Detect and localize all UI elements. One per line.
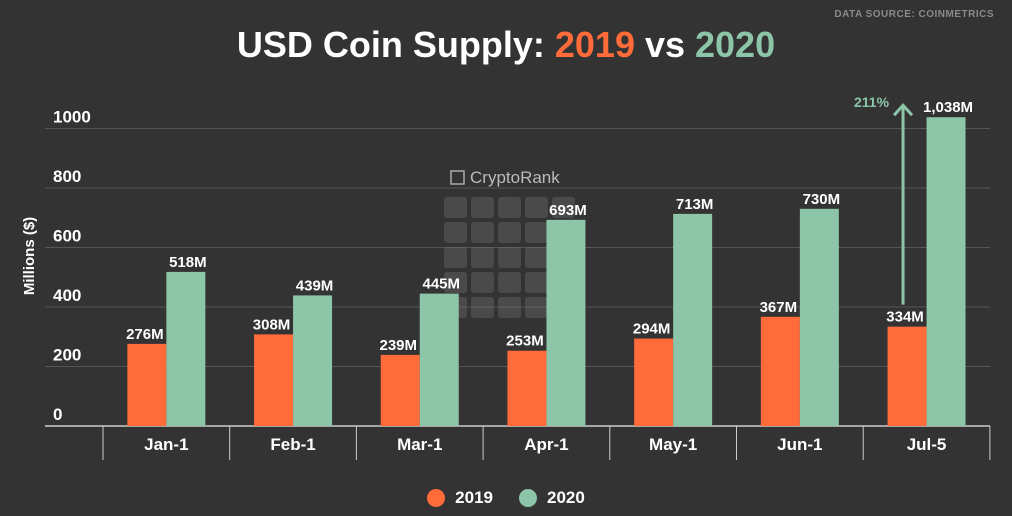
legend-label-2020: 2020	[547, 488, 585, 507]
bar-chart: 0 200 400 600 800 1000 Millions ($) CryptoRank J…	[21, 94, 991, 460]
bar-2019-mar-1	[380, 354, 420, 426]
data-label-2019: 276M	[126, 326, 164, 343]
watermark-small-icon	[450, 170, 465, 185]
y-tick-label: 0	[53, 405, 62, 424]
bar-2020-may-1	[673, 213, 713, 426]
bar-2020-apr-1	[546, 219, 586, 426]
legend-swatch-2019	[427, 489, 446, 507]
data-label-2020: 1,038M	[923, 99, 973, 116]
y-tick-label: 600	[53, 227, 81, 246]
bar-2019-apr-1	[507, 350, 547, 426]
bar-2019-jun-1	[760, 316, 800, 426]
y-axis-label: Millions ($)	[21, 217, 38, 295]
data-label-2020: 518M	[169, 254, 207, 271]
x-tick-label: May-1	[649, 435, 697, 454]
bar-2020-jul-5	[926, 117, 966, 426]
data-source-label: DATA SOURCE: COINMETRICS	[834, 9, 994, 20]
data-label-2020: 693M	[549, 202, 587, 219]
x-tick-label: Apr-1	[524, 435, 568, 454]
x-tick-label: Jul-5	[907, 435, 947, 454]
chart-legend: 2019 2020	[0, 488, 1012, 508]
title-year-2019: 2019	[554, 24, 635, 65]
bar-2020-mar-1	[419, 293, 459, 426]
x-tick-label: Jun-1	[777, 435, 822, 454]
x-tick-label: Feb-1	[270, 435, 315, 454]
title-prefix: USD Coin Supply:	[236, 24, 555, 65]
bar-2020-jun-1	[799, 208, 839, 426]
y-tick-label: 200	[53, 346, 81, 365]
y-tick-label: 400	[53, 286, 81, 305]
data-label-2019: 239M	[379, 337, 417, 354]
watermark-text: CryptoRank	[470, 168, 560, 187]
chart-title: USD Coin Supply: 2019 vs 2020	[0, 24, 1012, 66]
bar-2019-may-1	[634, 338, 674, 426]
x-tick-label: Mar-1	[397, 435, 442, 454]
bar-2020-feb-1	[293, 295, 333, 426]
data-label-2020: 713M	[676, 196, 714, 213]
data-label-2019: 334M	[886, 309, 924, 326]
data-label-2020: 445M	[422, 276, 460, 293]
data-label-2020: 439M	[296, 277, 334, 294]
title-separator: vs	[634, 24, 696, 65]
data-label-2020: 730M	[803, 191, 841, 208]
x-tick-label: Jan-1	[144, 435, 188, 454]
bar-2020-jan-1	[166, 271, 206, 426]
data-label-2019: 367M	[760, 299, 798, 316]
legend-swatch-2020	[519, 489, 537, 507]
data-label-2019: 253M	[506, 333, 544, 350]
y-tick-label: 1000	[53, 108, 91, 127]
legend-label-2019: 2019	[455, 488, 493, 507]
growth-annotation: 211%	[854, 94, 890, 110]
legend-item-2020[interactable]: 2020	[519, 488, 585, 508]
legend-item-2019[interactable]: 2019	[427, 488, 493, 508]
bar-2019-jul-5	[887, 326, 927, 426]
y-tick-label: 800	[53, 167, 81, 186]
bar-2019-jan-1	[127, 343, 167, 426]
data-label-2019: 308M	[253, 316, 291, 333]
growth-arrow-head-icon	[892, 102, 914, 117]
data-label-2019: 294M	[633, 321, 671, 338]
title-year-2020: 2020	[695, 24, 776, 65]
bar-2019-feb-1	[254, 334, 294, 426]
